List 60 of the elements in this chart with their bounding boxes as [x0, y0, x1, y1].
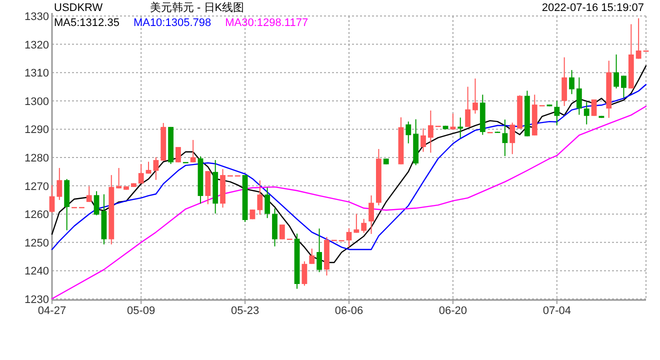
candlestick: [257, 180, 263, 216]
candlestick: [569, 70, 574, 95]
candlestick: [316, 228, 322, 273]
y-tick-label: 1270: [24, 180, 49, 193]
text: MA10:1305.798: [133, 17, 212, 29]
candlestick: [264, 187, 270, 219]
candlestick: [450, 113, 456, 130]
candlestick: [428, 110, 434, 154]
chart-title: 美元韩元 - 日K线图: [150, 1, 244, 14]
x-tick-label: 06-20: [438, 305, 468, 317]
y-tick-label: 1250: [24, 237, 49, 250]
candlestick: [279, 224, 285, 240]
x-tick-label: 05-23: [230, 305, 260, 317]
candlestick: [614, 54, 619, 89]
candlestick: [302, 260, 308, 286]
candlestick: [576, 76, 582, 116]
candlestick: [176, 146, 181, 163]
candlestick: [190, 139, 196, 163]
y-tick-label: 1260: [24, 209, 49, 222]
candlestick: [138, 164, 144, 184]
x-tick-label: 05-09: [127, 305, 156, 317]
candlestick: [361, 218, 367, 234]
y-tick-label: 1320: [24, 39, 49, 52]
candlestick: [368, 194, 374, 234]
candlestick: [584, 102, 590, 125]
candlestick: [346, 228, 352, 248]
x-tick-label: 06-06: [334, 305, 364, 317]
text: MA5:1312.35: [54, 17, 120, 29]
candlestick: [49, 184, 55, 214]
candlestick: [636, 18, 642, 60]
text: 2022-07-16 15:19:07: [542, 2, 644, 14]
candlestick: [406, 121, 412, 144]
candlestick: [458, 117, 464, 138]
y-tick-label: 1280: [24, 152, 49, 164]
candlestick: [562, 56, 568, 106]
x-tick-label: 07-04: [542, 305, 571, 317]
y-tick-label: 1230: [24, 294, 49, 306]
y-tick-label: 1330: [24, 11, 49, 23]
chart-subtitle: USDKRW: [54, 2, 104, 14]
y-tick-label: 1300: [24, 96, 49, 108]
candlestick: [502, 119, 508, 157]
candlestick: [86, 186, 92, 202]
y-tick-label: 1310: [24, 68, 49, 80]
candlestick: [56, 167, 62, 200]
candlestick: [420, 128, 426, 152]
candlestick: [94, 190, 100, 216]
candlestick: [309, 248, 315, 264]
candlestick: [510, 122, 516, 155]
y-tick-label: 1290: [24, 124, 49, 136]
candlestick: [153, 156, 159, 180]
candlestick: [621, 75, 626, 98]
y-tick-label: 1240: [24, 266, 49, 278]
candlestick: [116, 167, 122, 189]
candlestick: [472, 78, 478, 114]
x-tick-label: 04-27: [38, 305, 66, 317]
text: MA30:1298.1177: [225, 17, 308, 29]
candlestick: [354, 213, 360, 234]
candlestick: [554, 100, 560, 126]
candlestick: [465, 86, 470, 128]
candlestick: [591, 98, 597, 116]
